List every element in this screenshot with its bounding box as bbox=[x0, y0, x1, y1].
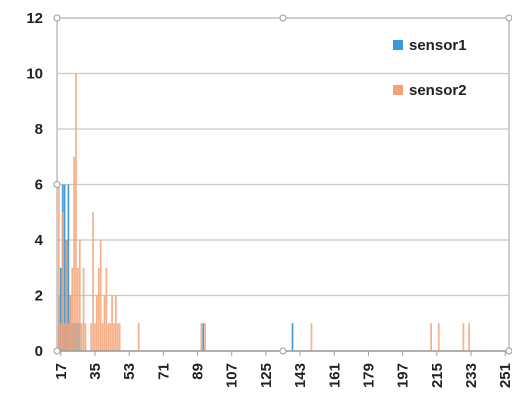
bar-sensor1 bbox=[59, 267, 62, 351]
bar-sensor2 bbox=[101, 323, 104, 351]
frame-handle bbox=[53, 347, 61, 355]
bar-sensor2 bbox=[63, 323, 66, 351]
bar-sensor2 bbox=[84, 323, 87, 351]
bar-sensor1 bbox=[67, 184, 70, 351]
y-tick-label: 2 bbox=[35, 288, 43, 305]
bar-sensor2 bbox=[105, 267, 108, 351]
bar-sensor2 bbox=[137, 323, 140, 351]
bar-sensor2 bbox=[75, 73, 77, 351]
bar-sensor2 bbox=[82, 267, 85, 351]
bar-sensor1 bbox=[63, 184, 66, 351]
frame-handle bbox=[279, 347, 287, 355]
x-tick-label: 215 bbox=[429, 363, 446, 388]
x-tick-label: 89 bbox=[190, 363, 207, 380]
bar-sensor2 bbox=[69, 295, 72, 351]
frame-handle bbox=[53, 14, 61, 22]
bar-sensor2 bbox=[116, 323, 119, 351]
bar-sensor2 bbox=[107, 323, 110, 351]
bar-sensor2 bbox=[111, 295, 113, 351]
x-tick-label: 53 bbox=[121, 363, 138, 380]
bar-sensor2 bbox=[118, 323, 121, 351]
bar-sensor2 bbox=[71, 267, 74, 351]
legend: sensor1 sensor2 bbox=[393, 37, 467, 99]
frame-handle bbox=[505, 14, 512, 22]
bar-sensor2 bbox=[204, 323, 206, 351]
bar-sensor1 bbox=[202, 323, 205, 351]
bar-sensor2 bbox=[61, 212, 64, 351]
bar-sensor2 bbox=[90, 323, 93, 351]
y-tick-label: 0 bbox=[35, 343, 43, 360]
bar-sensor2 bbox=[462, 323, 465, 351]
x-tick-label: 251 bbox=[497, 363, 512, 388]
bar-sensor2 bbox=[200, 323, 203, 351]
y-tick-label: 4 bbox=[35, 232, 44, 249]
bar-sensor2 bbox=[92, 212, 94, 351]
bar-sensor2 bbox=[73, 156, 75, 351]
bar-sensor2 bbox=[437, 323, 440, 351]
legend-label-sensor1: sensor1 bbox=[409, 37, 467, 54]
frame-handle bbox=[53, 181, 61, 188]
legend-swatch-sensor1 bbox=[393, 40, 403, 50]
bar-sensor2 bbox=[468, 323, 470, 351]
bar-sensor2 bbox=[103, 295, 106, 351]
bar-sensor2 bbox=[109, 323, 112, 351]
bar-sensor2 bbox=[430, 323, 432, 351]
y-tick-label: 12 bbox=[26, 10, 43, 27]
bar-sensor2 bbox=[77, 267, 79, 351]
bar-sensor2 bbox=[113, 323, 115, 351]
bar-sensor1 bbox=[291, 323, 294, 351]
axes: 0 2 4 6 8 10 12 17 35 53 71 89 107 125 143 161 179 197 215… bbox=[26, 10, 512, 388]
frame-handle bbox=[505, 347, 512, 355]
y-tick-label: 10 bbox=[26, 66, 43, 83]
bar-sensor2 bbox=[115, 295, 117, 351]
y-tick-label: 8 bbox=[35, 121, 43, 138]
x-tick-label: 35 bbox=[87, 363, 104, 380]
x-tick-label: 107 bbox=[224, 363, 241, 388]
bar-sensor2 bbox=[99, 240, 102, 351]
bar-sensor2 bbox=[65, 240, 68, 351]
x-tick-label: 161 bbox=[326, 363, 343, 388]
legend-swatch-sensor2 bbox=[393, 85, 403, 95]
bar-sensor2 bbox=[96, 295, 98, 351]
x-tick-label: 197 bbox=[395, 363, 412, 388]
bar-sensor2 bbox=[58, 184, 60, 351]
x-tick-label: 143 bbox=[292, 363, 309, 388]
bar-sensor2 bbox=[94, 323, 96, 351]
bar-sensor2 bbox=[78, 240, 81, 351]
bar-sensor2 bbox=[97, 267, 100, 351]
bar-sensor2 bbox=[59, 323, 62, 351]
bar-sensor2 bbox=[80, 323, 83, 351]
x-tick-label: 233 bbox=[463, 363, 480, 388]
x-tick-label: 71 bbox=[155, 363, 172, 380]
x-tick-label: 17 bbox=[53, 363, 70, 380]
bars bbox=[58, 73, 470, 351]
legend-label-sensor2: sensor2 bbox=[409, 82, 467, 99]
x-tick-label: 179 bbox=[360, 363, 377, 388]
y-tick-label: 6 bbox=[35, 177, 43, 194]
x-tick-label: 125 bbox=[258, 363, 275, 388]
bar-sensor2 bbox=[310, 323, 313, 351]
frame-handle bbox=[279, 14, 287, 22]
bar-sensor2 bbox=[67, 323, 70, 351]
